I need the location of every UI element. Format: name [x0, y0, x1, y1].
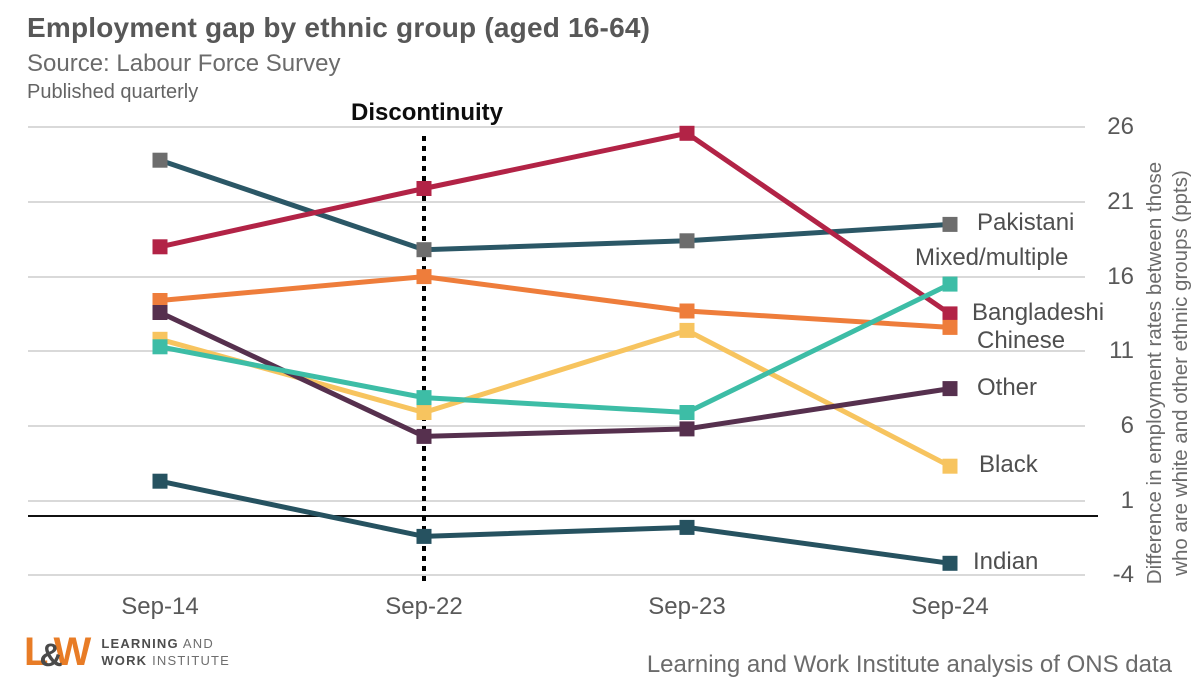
series-marker-other: [152, 305, 168, 320]
series-line-mixed-multiple: [159, 281, 952, 416]
lw-logo-mark: L & W: [24, 629, 91, 675]
series-marker-chinese: [679, 303, 695, 319]
logo-line2-rest: INSTITUTE: [147, 653, 231, 668]
chart-source: Source: Labour Force Survey: [27, 50, 341, 77]
series-label-mixed-multiple: Mixed/multiple: [915, 244, 1069, 272]
gridline: [28, 275, 1085, 278]
series-marker-mixed-multiple: [942, 276, 958, 292]
y-tick-label: 1: [1120, 486, 1134, 514]
y-tick-label: 16: [1107, 262, 1134, 290]
y-tick-label: -4: [1112, 561, 1134, 589]
logo-letter-w: W: [53, 630, 92, 674]
x-tick-label: Sep-22: [385, 593, 463, 620]
series-marker-chinese: [152, 293, 168, 308]
chart-published-note: Published quarterly: [27, 81, 199, 103]
y-tick-label: 26: [1107, 113, 1134, 141]
series-marker-indian: [152, 473, 168, 489]
x-tick-label: Sep-24: [911, 593, 989, 620]
x-tick-label: Sep-23: [648, 593, 726, 620]
series-marker-other: [679, 421, 695, 437]
series-marker-bangladeshi: [152, 239, 168, 255]
y-tick-label: 11: [1109, 337, 1134, 365]
series-label-other: Other: [977, 373, 1038, 401]
chart-title: Employment gap by ethnic group (aged 16-…: [27, 12, 651, 43]
series-label-bangladeshi: Bangladeshi: [972, 298, 1105, 326]
gridline: [28, 126, 1085, 129]
series-marker-black: [679, 322, 695, 338]
series-label-chinese: Chinese: [977, 327, 1066, 355]
series-line-pakistani: [159, 157, 951, 253]
series-marker-bangladeshi: [942, 306, 958, 322]
gridline: [28, 200, 1085, 203]
gridline: [28, 499, 1085, 502]
series-line-bangladeshi: [159, 130, 952, 316]
series-marker-other: [942, 381, 958, 397]
series-marker-indian: [679, 519, 695, 535]
lw-logo-text: LEARNING AND WORK INSTITUTE: [101, 635, 230, 669]
logo-ampersand: &: [39, 637, 63, 673]
discontinuity-line: [422, 136, 426, 582]
discontinuity-label: Discontinuity: [350, 99, 504, 126]
logo-line1-rest: AND: [178, 636, 214, 651]
x-tick-label: Sep-14: [121, 593, 199, 620]
series-marker-indian: [942, 555, 958, 571]
gridline: [28, 424, 1085, 427]
series-marker-pakistani: [152, 152, 168, 168]
y-axis-title-line1: Difference in employment rates between t…: [1143, 161, 1166, 585]
logo-letter-l: L: [24, 630, 49, 674]
series-label-black: Black: [979, 451, 1038, 479]
series-marker-pakistani: [942, 216, 958, 232]
series-marker-black: [942, 458, 958, 474]
series-marker-mixed-multiple: [679, 405, 695, 420]
lw-logo: L & W LEARNING AND WORK INSTITUTE: [24, 629, 230, 675]
series-marker-black: [152, 331, 168, 347]
series-marker-chinese: [942, 319, 958, 335]
footer-caption: Learning and Work Institute analysis of …: [646, 651, 1172, 678]
series-line-other: [158, 310, 951, 439]
y-tick-label: 6: [1120, 411, 1134, 439]
gridline: [28, 350, 1085, 353]
series-line-chinese: [159, 274, 951, 330]
series-marker-pakistani: [679, 233, 695, 249]
logo-line1-bold: LEARNING: [101, 636, 179, 651]
y-axis-title: Difference in employment rates between t…: [1142, 90, 1196, 656]
series-label-pakistani: Pakistani: [977, 209, 1075, 237]
logo-line2-bold: WORK: [101, 653, 148, 668]
zero-line: [28, 514, 1098, 517]
series-label-indian: Indian: [973, 548, 1039, 576]
series-line-indian: [159, 478, 951, 566]
gridline: [28, 574, 1085, 577]
y-tick-label: 21: [1107, 187, 1134, 215]
y-axis-title-line2: who are white and other ethnic groups (p…: [1169, 170, 1192, 576]
